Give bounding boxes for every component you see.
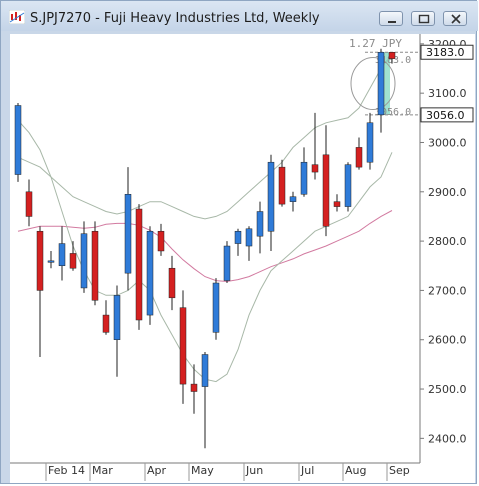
candle-body <box>36 230 44 291</box>
candle-body <box>14 105 22 175</box>
candle-body <box>113 295 121 340</box>
plot-area <box>10 34 420 463</box>
y-tick-label: 2900.0 <box>428 186 467 199</box>
minimize-button[interactable] <box>379 11 403 26</box>
candle-body <box>157 230 165 252</box>
candle-body <box>69 253 77 269</box>
candle-body <box>102 314 110 333</box>
candle-body <box>388 51 396 59</box>
close-icon <box>451 14 461 24</box>
x-axis-area <box>10 463 420 483</box>
y-tick-label: 2400.0 <box>428 432 467 445</box>
candle-body <box>135 208 143 321</box>
title-bar[interactable]: S.JPJ7270 - Fuji Heavy Industries Ltd, W… <box>1 1 478 31</box>
annotation-top-label: 3183.0 <box>375 55 411 66</box>
annotation-circle <box>350 57 396 111</box>
candle-body <box>80 233 88 289</box>
candle-body <box>311 164 319 173</box>
window-title: S.JPJ7270 - Fuji Heavy Industries Ltd, W… <box>30 11 320 26</box>
x-tick-label: Mar <box>92 464 113 477</box>
x-tick-label: Apr <box>147 464 167 477</box>
candle-body <box>25 191 33 217</box>
candle-body <box>234 230 242 244</box>
series-line-2 <box>17 53 393 220</box>
candle-body <box>190 383 198 392</box>
price-tag-box <box>420 107 474 123</box>
candle-body <box>333 201 341 207</box>
y-tick-label: 3000.0 <box>428 136 467 149</box>
close-button[interactable] <box>443 11 467 26</box>
candle-body <box>91 230 99 301</box>
candle-body <box>256 211 264 237</box>
candle-body <box>322 154 330 227</box>
x-tick-label: Sep <box>389 464 410 477</box>
y-tick-label: 2500.0 <box>428 383 467 396</box>
price-tag-label: 3056.0 <box>426 109 465 122</box>
series-line-0 <box>17 210 393 283</box>
candle-body <box>58 243 66 267</box>
price-tag-label: 3183.0 <box>426 46 465 59</box>
annotation-bottom-label: 3056.0 <box>375 107 411 118</box>
y-tick-label: 2700.0 <box>428 284 467 297</box>
candle-body <box>212 282 220 333</box>
y-tick-label: 2600.0 <box>428 334 467 347</box>
x-tick-label: Aug <box>345 464 366 477</box>
candle-body <box>146 230 154 316</box>
x-tick-label: Feb 14 <box>48 464 85 477</box>
candle-body <box>300 161 308 195</box>
candle-body <box>344 164 352 207</box>
y-tick-label: 2800.0 <box>428 235 467 248</box>
candle-body <box>201 354 209 387</box>
candle-body <box>355 147 363 168</box>
y-axis-area <box>420 34 475 483</box>
candle-body <box>168 267 176 299</box>
x-tick-label: Jul <box>300 464 314 477</box>
chart-app-icon <box>9 10 25 24</box>
restore-button[interactable] <box>411 11 435 26</box>
x-tick-label: Jun <box>245 464 263 477</box>
restore-icon <box>418 14 430 24</box>
minimize-icon <box>388 21 396 23</box>
candle-body <box>179 307 187 385</box>
candle-body <box>124 194 132 274</box>
price-tag-box <box>420 44 474 60</box>
candle-body <box>289 196 297 202</box>
candle-body <box>245 228 253 247</box>
annotation-text: 1.27 JPY <box>349 37 402 50</box>
candle-body <box>366 122 374 163</box>
y-tick-label: 3100.0 <box>428 87 467 100</box>
candle-body <box>278 166 286 205</box>
candle-body <box>47 260 55 263</box>
candle-body <box>223 245 231 281</box>
candle-body <box>377 51 385 116</box>
x-tick-label: May <box>191 464 214 477</box>
candle-body <box>267 161 275 232</box>
